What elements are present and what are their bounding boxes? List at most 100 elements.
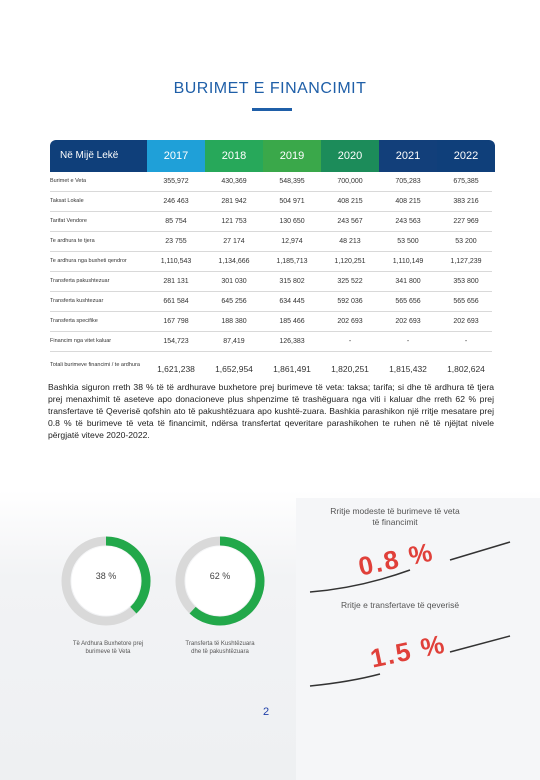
table-row: Taksat Lokale 246 463 281 942 504 971 408 21… <box>50 192 492 212</box>
cell-2018: 645 256 <box>221 298 247 305</box>
row-label: Transferta specifike <box>50 318 98 324</box>
cell-2019: 185 466 <box>279 318 305 325</box>
row-label: Transferta kushtezuar <box>50 298 104 304</box>
table-row: Te ardhura te tjera 23 755 27 174 12,974 48 … <box>50 232 492 252</box>
year-header-2021: 2021 <box>379 140 437 172</box>
cell-2017: 167 798 <box>163 318 189 325</box>
cell-2022: 1,127,239 <box>450 258 482 265</box>
cell-2018: 1,134,666 <box>218 258 250 265</box>
cell-2018: 281 942 <box>221 198 247 205</box>
row-label: Tarifat Vendore <box>50 218 87 224</box>
cell-2022: 383 216 <box>453 198 479 205</box>
cell-2018: 1,652,954 <box>215 364 253 374</box>
donut-transfers-caption: Transferta të Kushtëzuara dhe të pakusht… <box>185 641 255 655</box>
cell-2018: 121 753 <box>221 218 247 225</box>
cell-2022: 675,385 <box>453 178 479 185</box>
cell-2020: 408 215 <box>337 198 363 205</box>
stat-label-own-sources: Rritje modeste të burimeve të veta të fi… <box>330 506 460 527</box>
donut-own-sources-caption: Të Ardhura Buxhetore prej burimeve të Ve… <box>72 641 144 655</box>
cell-2022: 53 200 <box>455 238 477 245</box>
row-label: Totali burimeve financimi / te ardhura <box>50 362 140 368</box>
cell-2019: 1,185,713 <box>276 258 308 265</box>
cell-2017: 355,972 <box>163 178 189 185</box>
cell-2022: 353 800 <box>453 278 479 285</box>
cell-2021: 341 800 <box>395 278 421 285</box>
page-number: 2 <box>263 706 270 718</box>
donut-segment <box>189 536 265 626</box>
donut-hole <box>71 546 141 616</box>
title-rule <box>252 108 292 111</box>
body-paragraph: Bashkia siguron rreth 38 % të të ardhura… <box>48 382 494 440</box>
cell-2017: 1,621,238 <box>157 364 195 374</box>
cell-2019: 504 971 <box>279 198 305 205</box>
donut-transfers <box>175 536 265 626</box>
cell-2020: 48 213 <box>339 238 361 245</box>
cell-2017: 246 463 <box>163 198 189 205</box>
table-row: Transferta kushtezuar 661 584 645 256 634 4… <box>50 292 492 312</box>
cell-2022: - <box>464 338 468 345</box>
cell-2020: 202 693 <box>337 318 363 325</box>
cell-2017: 281 131 <box>163 278 189 285</box>
cell-2017: 154,723 <box>163 338 189 345</box>
cell-2021: - <box>406 338 410 345</box>
table-total-row: Totali burimeve financimi / te ardhura 1,… <box>50 352 492 386</box>
donut-transfers-label: 62 % <box>209 571 231 581</box>
page-title: BURIMET E FINANCIMIT <box>173 80 367 97</box>
cell-2021: 565 656 <box>395 298 421 305</box>
stat-arrow-1 <box>309 541 511 593</box>
donut-own-sources <box>61 536 151 626</box>
table-header: Në Mijë Lekë 2017 2018 2019 2020 2021 20… <box>50 140 495 172</box>
row-label: Te ardhura te tjera <box>50 238 95 244</box>
cell-2018: 27 174 <box>223 238 245 245</box>
stat-arrow-2 <box>309 635 511 687</box>
table-row: Transferta pakushtezuar 281 131 301 030 315… <box>50 272 492 292</box>
year-header-2018: 2018 <box>205 140 263 172</box>
cell-2018: 301 030 <box>221 278 247 285</box>
cell-2021: 1,815,432 <box>389 364 427 374</box>
cell-2020: 325 522 <box>337 278 363 285</box>
cell-2018: 87,419 <box>223 338 245 345</box>
cell-2017: 85 754 <box>165 218 187 225</box>
cell-2019: 548,395 <box>279 178 305 185</box>
year-header-2022: 2022 <box>437 140 495 172</box>
table-row: Tarifat Vendore 85 754 121 753 130 650 243 5… <box>50 212 492 232</box>
row-label: Te ardhura nga buxheti qendror <box>50 258 127 264</box>
cell-2021: 202 693 <box>395 318 421 325</box>
cell-2021: 408 215 <box>395 198 421 205</box>
financing-table: Në Mijë Lekë 2017 2018 2019 2020 2021 20… <box>50 140 495 386</box>
cell-2020: 592 036 <box>337 298 363 305</box>
donut-hole <box>185 546 255 616</box>
year-header-2017: 2017 <box>147 140 205 172</box>
table-row: Financim nga vitet kaluar 154,723 87,419 12… <box>50 332 492 352</box>
stat-label-transfers: Rritje e transfertave të qeverisë <box>340 600 460 610</box>
cell-2020: 1,120,251 <box>334 258 366 265</box>
cell-2019: 12,974 <box>281 238 303 245</box>
cell-2021: 53 500 <box>397 238 419 245</box>
cell-2019: 126,383 <box>279 338 305 345</box>
cell-2019: 130 650 <box>279 218 305 225</box>
cell-2021: 243 563 <box>395 218 421 225</box>
cell-2017: 1,110,543 <box>160 258 192 265</box>
table-row: Te ardhura nga buxheti qendror 1,110,543 1… <box>50 252 492 272</box>
unit-label: Në Mijë Lekë <box>50 140 147 172</box>
cell-2021: 1,110,149 <box>392 258 424 265</box>
table-row: Burimet e Veta 355,972 430,369 548,395 700,0… <box>50 172 492 192</box>
cell-2019: 634 445 <box>279 298 305 305</box>
cell-2022: 202 693 <box>453 318 479 325</box>
cell-2020: 1,820,251 <box>331 364 369 374</box>
cell-2018: 188 380 <box>221 318 247 325</box>
cell-2017: 661 584 <box>163 298 189 305</box>
year-header-2020: 2020 <box>321 140 379 172</box>
cell-2022: 1,802,624 <box>447 364 485 374</box>
row-label: Financim nga vitet kaluar <box>50 338 112 344</box>
cell-2020: 700,000 <box>337 178 363 185</box>
row-label: Burimet e Veta <box>50 178 87 184</box>
year-header-2019: 2019 <box>263 140 321 172</box>
cell-2017: 23 755 <box>165 238 187 245</box>
cell-2020: 243 567 <box>337 218 363 225</box>
cell-2022: 565 656 <box>453 298 479 305</box>
row-label: Transferta pakushtezuar <box>50 278 110 284</box>
cell-2019: 315 802 <box>279 278 305 285</box>
cell-2019: 1,861,491 <box>273 364 311 374</box>
cell-2021: 705,283 <box>395 178 421 185</box>
